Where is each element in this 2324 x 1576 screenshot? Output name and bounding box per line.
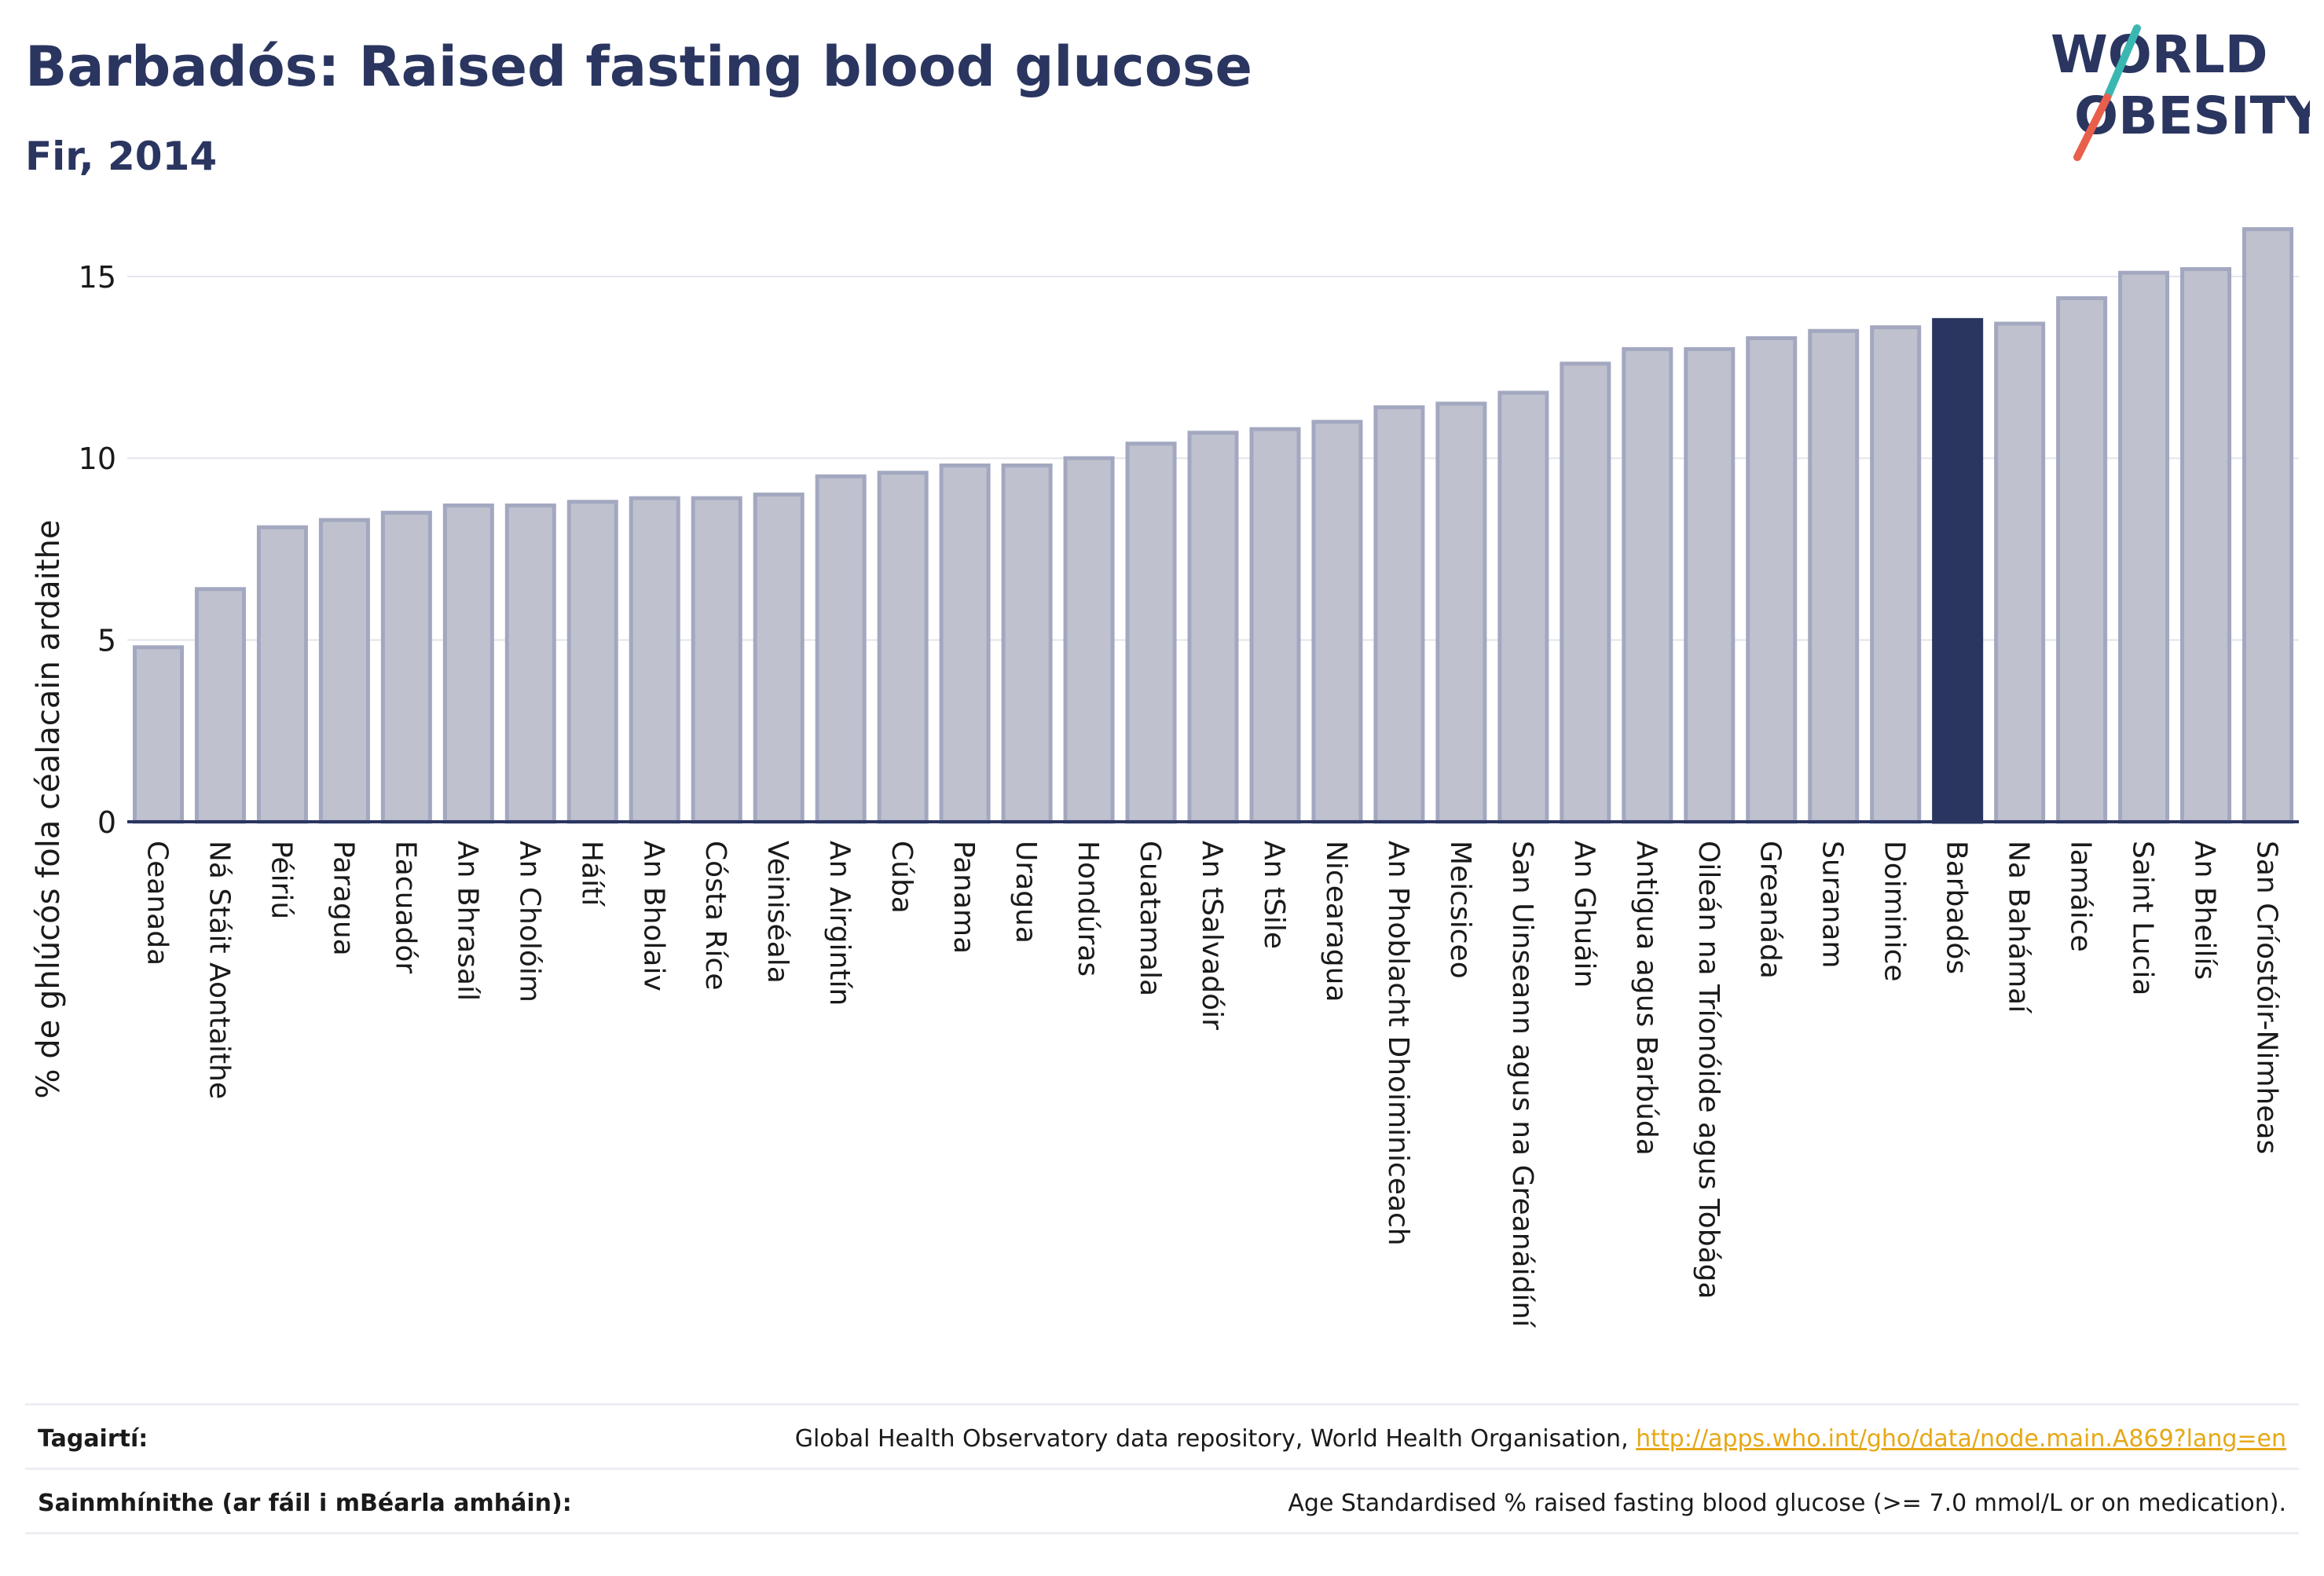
bar xyxy=(194,587,246,824)
references-link[interactable]: http://apps.who.int/gho/data/node.main.A… xyxy=(1636,1425,2286,1453)
bar xyxy=(1746,335,1798,824)
bar xyxy=(1373,405,1425,824)
y-tick-label: 5 xyxy=(97,624,116,658)
bar-highlighted xyxy=(1932,317,1984,824)
logo-slash-red xyxy=(2073,93,2111,161)
x-tick-label: Cósta Ríce xyxy=(699,841,731,991)
bar xyxy=(1994,321,2046,824)
x-tick-label: Greanáda xyxy=(1754,841,1787,979)
footer-divider-bottom xyxy=(25,1532,2299,1534)
x-tick-label: San Uinseann agus na Greanáidíní xyxy=(1506,841,1538,1328)
definitions-label: Sainmhínithe (ar fáil i mBéarla amháin): xyxy=(38,1490,572,1517)
bar xyxy=(691,496,742,824)
bar-chart: 0 5 10 15 Ceanada Ná Stáit Aontaithe Péiriú Par… xyxy=(79,227,2299,1328)
bar xyxy=(566,500,618,824)
x-tick-label: An Ghuáin xyxy=(1568,841,1600,988)
bar xyxy=(2242,227,2294,824)
references-label: Tagairtí: xyxy=(38,1425,148,1453)
x-tick-label: Ceanada xyxy=(141,841,173,966)
bar xyxy=(1249,427,1301,824)
bar xyxy=(318,518,370,824)
x-tick-label: Saint Lucia xyxy=(2127,841,2159,995)
x-tick-label: Ná Stáit Aontaithe xyxy=(203,841,235,1099)
bar xyxy=(2056,296,2108,824)
bar xyxy=(753,492,805,824)
bar xyxy=(1187,431,1239,824)
bar xyxy=(504,503,556,824)
bar xyxy=(380,511,432,824)
x-tick-label: An Bhrasaíl xyxy=(451,841,483,1001)
x-tick-label: Iamáice xyxy=(2065,841,2097,952)
x-tick-label: An tSalvadóir xyxy=(1196,841,1228,1030)
bar xyxy=(2180,267,2232,824)
x-tick-label: Na Bahámaí xyxy=(2003,841,2035,1013)
bar xyxy=(442,503,494,824)
x-tick-label: Cúba xyxy=(885,841,918,914)
chart-subtitle: Fir, 2014 xyxy=(25,134,218,179)
x-tick-label: Veiniséala xyxy=(761,841,794,984)
bar xyxy=(1684,346,1736,824)
bar xyxy=(1870,325,1922,824)
x-tick-label: Nicearagua xyxy=(1320,841,1352,1002)
y-tick-label: 0 xyxy=(97,805,116,840)
x-tick-label: Doiminice xyxy=(1879,841,1911,982)
x-tick-label: Antigua agus Barbúda xyxy=(1630,841,1662,1156)
bar xyxy=(877,471,929,824)
x-tick-label: Paragua xyxy=(327,841,359,956)
x-tick-label: Hondúras xyxy=(1072,841,1104,977)
footer-divider-middle xyxy=(25,1468,2299,1470)
bar xyxy=(132,645,184,824)
bar xyxy=(1311,420,1363,824)
logo-slash-teal xyxy=(2103,24,2141,101)
x-tick-label: Péiriú xyxy=(265,841,297,919)
x-tick-label: An Phoblacht Dhoiminiceach xyxy=(1382,841,1414,1246)
logo-word-obesity: OBESITY xyxy=(2074,86,2310,146)
bar xyxy=(1497,390,1549,824)
bar xyxy=(815,474,867,824)
x-tick-label: San Críostóir-Nimheas xyxy=(2251,841,2283,1154)
bar xyxy=(256,525,308,824)
x-tick-label: Háítí xyxy=(575,841,607,907)
bar xyxy=(1001,463,1053,824)
definitions-value: Age Standardised % raised fasting blood … xyxy=(1288,1490,2286,1517)
bar xyxy=(1622,346,1673,824)
x-tick-label: Guatamala xyxy=(1134,841,1166,996)
y-tick-label: 15 xyxy=(79,260,116,295)
x-tick-label: Uragua xyxy=(1010,841,1042,944)
x-tick-label: An Bholaiv xyxy=(637,841,669,991)
x-tick-label: An Airgintín xyxy=(823,841,856,1006)
bar xyxy=(1435,401,1487,824)
x-tick-label: Panama xyxy=(948,841,980,954)
world-obesity-logo: WORLD OBESITY xyxy=(2051,24,2310,161)
bar xyxy=(939,463,991,824)
x-tick-label: Barbadós xyxy=(1941,841,1973,974)
bar xyxy=(1808,328,1860,824)
y-tick-label: 10 xyxy=(79,442,116,476)
x-tick-label: Suranam xyxy=(1816,841,1849,968)
chart-title: Barbadós: Raised fasting blood glucose xyxy=(25,35,1252,99)
x-tick-label: An Cholóim xyxy=(513,841,545,1002)
x-tick-label: Eacuadór xyxy=(389,841,421,973)
x-tick-label: Meicsiceo xyxy=(1444,841,1476,979)
x-tick-label: Oileán na Tríonóide agus Tobága xyxy=(1692,841,1725,1299)
logo-word-world: WORLD xyxy=(2051,24,2268,85)
bar xyxy=(629,496,680,824)
references-value: Global Health Observatory data repositor… xyxy=(795,1425,2286,1453)
bar xyxy=(1125,442,1177,824)
bar xyxy=(1560,361,1611,824)
x-tick-label: An Bheilís xyxy=(2189,841,2221,980)
bar xyxy=(1063,456,1115,824)
footer-divider-top xyxy=(25,1403,2299,1406)
x-tick-label: An tSile xyxy=(1258,841,1290,949)
bar xyxy=(2118,270,2170,824)
references-text: Global Health Observatory data repositor… xyxy=(794,1425,1637,1453)
